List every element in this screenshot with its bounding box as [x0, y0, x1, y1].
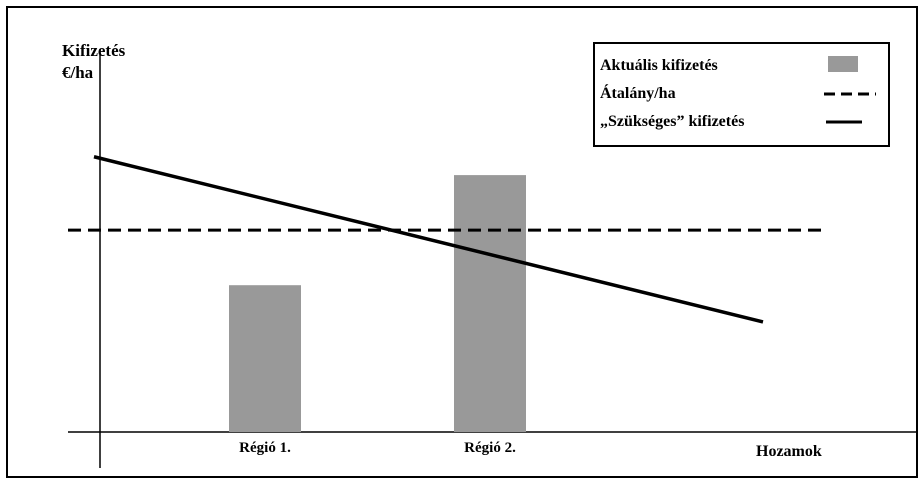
- category-label-regio-1: Régió 1.: [239, 440, 291, 456]
- legend-swatch-bar: [828, 56, 858, 72]
- y-axis-label-line1: Kifizetés: [62, 41, 126, 60]
- required-payment-line: [93, 155, 764, 324]
- legend-label-required: „Szükséges” kifizetés: [600, 113, 744, 130]
- legend-label-flat-rate: Átalány/ha: [600, 83, 676, 102]
- y-axis-label-line2: €/ha: [62, 63, 94, 82]
- category-label-regio-2: Régió 2.: [464, 440, 516, 456]
- legend-label-actual: Aktuális kifizetés: [600, 57, 718, 74]
- bar-1: [229, 285, 301, 432]
- data-marks: [68, 155, 826, 432]
- legend: Aktuális kifizetés Átalány/ha „Szükséges…: [593, 42, 890, 147]
- x-axis-label: Hozamok: [756, 443, 822, 460]
- bar-2: [454, 175, 526, 432]
